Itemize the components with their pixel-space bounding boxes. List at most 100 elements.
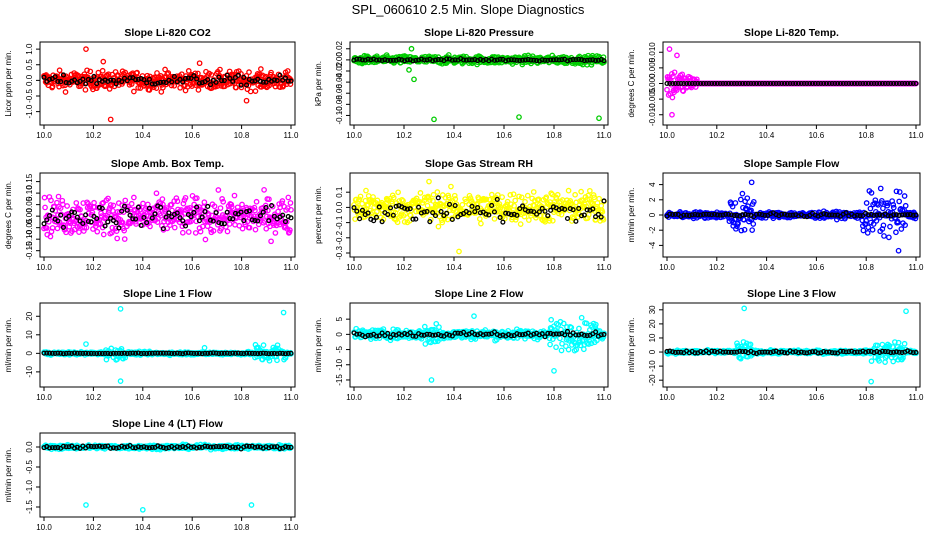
data-point — [528, 208, 534, 214]
data-point — [787, 212, 793, 218]
data-point — [416, 204, 422, 210]
data-point — [359, 200, 366, 207]
data-point — [401, 219, 408, 225]
data-point — [491, 215, 498, 222]
data-point — [232, 350, 239, 356]
data-point — [144, 72, 151, 79]
data-point — [514, 57, 520, 63]
data-point — [430, 198, 436, 204]
data-point — [280, 350, 286, 356]
data-point — [77, 218, 83, 224]
data-point — [213, 210, 219, 216]
data-point — [698, 80, 704, 87]
data-point — [169, 350, 175, 357]
data-point — [119, 208, 125, 214]
data-point — [601, 58, 607, 64]
data-point — [83, 46, 89, 52]
data-point — [466, 210, 472, 216]
data-point — [601, 59, 607, 65]
data-point — [584, 57, 590, 63]
data-point — [913, 80, 919, 87]
data-point — [879, 80, 885, 87]
data-point — [551, 367, 557, 374]
data-point — [438, 217, 445, 223]
data-point — [152, 211, 158, 217]
data-point — [896, 80, 902, 87]
data-point — [781, 80, 788, 87]
data-point — [417, 190, 424, 196]
data-point — [41, 350, 47, 356]
data-point — [94, 81, 100, 87]
data-point — [168, 201, 175, 208]
data-point — [121, 203, 128, 209]
data-point — [700, 211, 706, 218]
data-point — [113, 350, 119, 356]
data-point — [438, 208, 444, 215]
y-tick-label: 30 — [648, 305, 657, 314]
data-point — [478, 220, 484, 227]
x-tick-label: 10.2 — [396, 131, 412, 140]
data-point — [73, 200, 80, 206]
data-point — [865, 80, 871, 87]
chart-title: Slope Gas Stream RH — [425, 158, 533, 170]
data-point — [525, 56, 531, 63]
x-tick-label: 10.8 — [858, 131, 874, 140]
data-points — [41, 187, 294, 245]
data-point — [863, 200, 870, 206]
data-point — [195, 70, 201, 77]
data-point — [239, 201, 245, 208]
data-point — [712, 211, 718, 217]
data-point — [525, 208, 531, 214]
y-tick-label: 10 — [25, 330, 34, 339]
data-point — [163, 205, 170, 211]
data-point — [87, 68, 94, 75]
data-point — [180, 218, 186, 224]
data-point — [271, 77, 277, 83]
data-point — [117, 378, 124, 384]
data-point — [180, 351, 186, 357]
y-tick-label: -20 — [648, 374, 657, 386]
data-point — [418, 56, 424, 62]
data-point — [122, 197, 129, 204]
plot-frame — [39, 172, 296, 258]
data-point — [169, 79, 175, 85]
data-point — [354, 208, 360, 214]
chart-title: Slope Line 3 Flow — [747, 288, 837, 300]
data-point — [840, 80, 846, 87]
data-point — [238, 84, 245, 91]
data-point — [576, 205, 582, 212]
data-point — [231, 192, 238, 199]
data-point — [83, 217, 89, 224]
data-point — [370, 194, 376, 200]
data-point — [74, 350, 80, 356]
data-point — [185, 75, 191, 81]
data-point — [890, 204, 897, 211]
data-point — [180, 79, 186, 85]
data-point — [285, 350, 291, 356]
data-point — [81, 224, 88, 231]
data-point — [573, 332, 579, 338]
data-point — [163, 214, 169, 220]
data-point — [773, 80, 779, 87]
data-point — [266, 196, 272, 203]
data-point — [578, 57, 585, 63]
data-points — [351, 178, 607, 255]
data-point — [410, 216, 416, 222]
data-point — [880, 222, 887, 229]
data-point — [149, 215, 155, 221]
data-point — [47, 233, 54, 240]
data-point — [266, 351, 272, 357]
data-point — [108, 351, 114, 357]
data-point — [160, 226, 166, 232]
data-point — [519, 203, 526, 209]
data-point — [871, 80, 877, 87]
data-point — [534, 211, 540, 217]
data-point — [133, 216, 139, 222]
data-point — [138, 351, 144, 357]
data-point — [896, 198, 903, 205]
data-point — [69, 209, 75, 215]
data-point — [720, 212, 726, 218]
data-point — [432, 338, 439, 345]
data-point — [149, 81, 155, 87]
